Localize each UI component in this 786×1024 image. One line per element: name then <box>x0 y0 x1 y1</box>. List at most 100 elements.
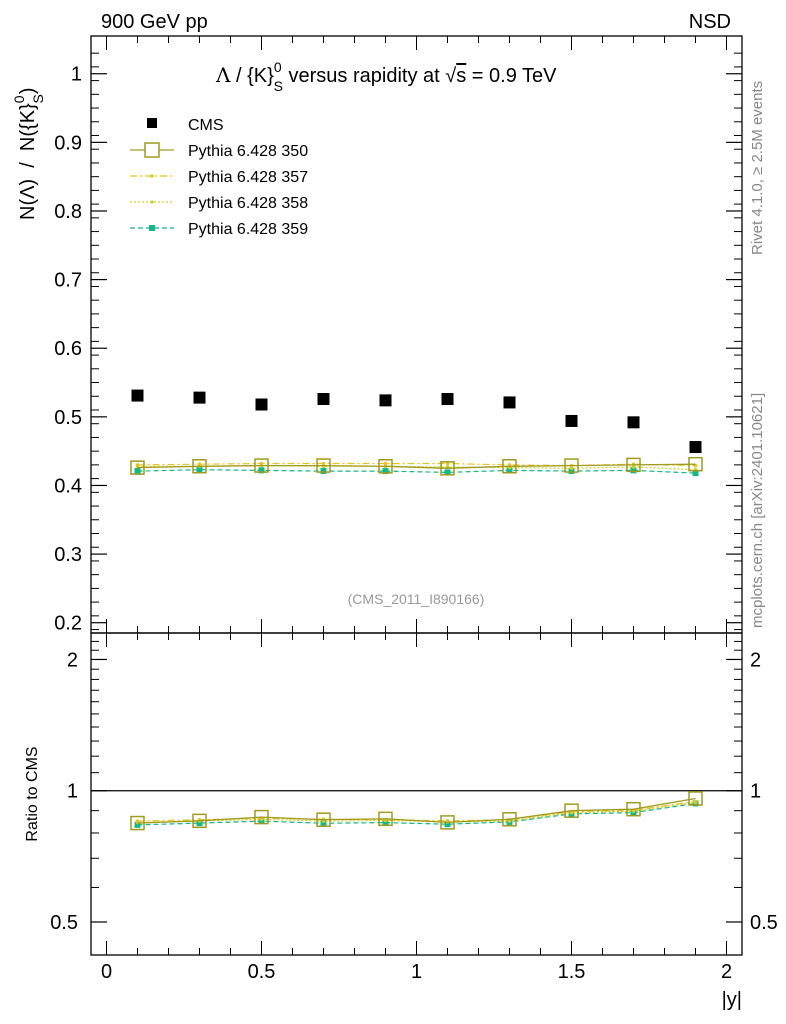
ratio-point-pythia-6428-359 <box>134 821 141 828</box>
main-point-cms <box>503 396 516 409</box>
x-tick-label: 0.5 <box>248 961 276 983</box>
title-sub: S <box>274 78 283 94</box>
title-slash: / {K} <box>230 65 274 87</box>
ratio-point-pythia-6428-350 <box>130 815 145 831</box>
main-y-axis: 0.2 0.3 0.4 0.5 0.6 0.7 0.8 0.9 1 <box>54 52 742 635</box>
main-point-pythia-6428-357 <box>259 461 264 466</box>
ylabel-close: ) <box>17 87 39 94</box>
main-y-label: N(Λ) / N({K}0 S) <box>11 87 46 220</box>
ratio-y-tick-label: 2 <box>67 649 78 671</box>
legend-label-359: Pythia 6.428 359 <box>188 221 308 238</box>
main-point-cms <box>255 398 268 411</box>
main-point-cms <box>193 391 206 404</box>
ratio-y-tick-label-right: 0.5 <box>750 912 778 934</box>
ratio-y-axis: 0.5 0.5 1 1 2 2 <box>50 640 778 934</box>
main-point-pythia-6428-357 <box>445 461 450 466</box>
main-point-cms <box>441 393 454 406</box>
legend-marker-358 <box>150 200 154 204</box>
analysis-watermark: (CMS_2011_I890166) <box>348 591 485 607</box>
header-right: NSD <box>689 11 731 33</box>
main-point-pythia-6428-359 <box>506 467 513 474</box>
title-lambda: Λ <box>215 63 231 87</box>
legend-label-357: Pythia 6.428 357 <box>188 169 308 186</box>
main-point-pythia-6428-350 <box>626 457 641 473</box>
x-tick-label: 2 <box>721 961 732 983</box>
main-series-group <box>130 389 703 477</box>
x-axis-label: |y| <box>722 989 742 1011</box>
main-point-pythia-6428-359 <box>134 468 141 475</box>
main-point-cms <box>627 416 640 429</box>
main-y-tick-label: 0.2 <box>54 613 82 635</box>
main-point-pythia-6428-359 <box>630 467 637 474</box>
main-y-tick-label: 0.3 <box>54 544 82 566</box>
side-label-bottom: mcplots.cern.ch [arXiv:2401.10621] <box>749 393 766 628</box>
ylabel-sup: 0 <box>11 95 27 103</box>
ratio-point-pythia-6428-350 <box>688 791 703 806</box>
ratio-point-pythia-6428-350 <box>316 812 331 827</box>
main-point-pythia-6428-350 <box>564 458 579 473</box>
main-point-pythia-6428-350 <box>130 460 145 475</box>
main-point-pythia-6428-359 <box>568 468 575 475</box>
legend-marker-359 <box>149 225 155 231</box>
main-point-pythia-6428-357 <box>135 463 140 467</box>
main-point-cms <box>379 394 392 407</box>
ylabel-sub: S <box>30 94 46 103</box>
main-point-pythia-6428-359 <box>692 470 699 477</box>
main-x-ticks <box>106 36 727 633</box>
ratio-line-pythia-6428-359 <box>137 802 696 826</box>
main-point-pythia-6428-350 <box>502 459 517 474</box>
main-y-tick-label: 0.8 <box>54 201 82 223</box>
ratio-point-pythia-6428-357 <box>135 819 140 823</box>
main-y-tick-label: 0.9 <box>54 132 82 154</box>
main-point-cms <box>689 441 702 454</box>
ratio-line-pythia-6428-357 <box>137 800 696 822</box>
ratio-point-pythia-6428-350 <box>254 809 269 825</box>
ratio-line-pythia-6428-350 <box>137 797 696 824</box>
main-point-pythia-6428-359 <box>320 468 327 475</box>
main-point-pythia-6428-358 <box>569 466 574 471</box>
main-panel: 0.20.30.40.50.60.70.80.91 Λ / {K}0 S vers… <box>11 35 743 635</box>
x-tick-label: 1 <box>411 961 422 983</box>
title-s: s <box>456 65 466 87</box>
legend: CMS Pythia 6.428 350 Pythia 6.428 357 Py… <box>130 117 308 238</box>
ratio-y-label: Ratio to CMS <box>24 746 41 841</box>
ratio-point-pythia-6428-350 <box>564 803 579 818</box>
main-y-tick-label: 0.6 <box>54 338 82 360</box>
main-point-pythia-6428-357 <box>321 461 326 466</box>
main-point-pythia-6428-350 <box>192 459 207 474</box>
ylabel-main: N(Λ) / N({K} <box>17 103 39 220</box>
ratio-point-pythia-6428-350 <box>440 815 455 830</box>
main-line-pythia-6428-359 <box>137 469 696 474</box>
ratio-point-pythia-6428-359 <box>196 820 203 827</box>
ratio-point-pythia-6428-357 <box>693 799 698 804</box>
legend-label-350: Pythia 6.428 350 <box>188 143 308 160</box>
main-point-pythia-6428-350 <box>688 456 703 472</box>
ratio-series-group <box>130 791 703 831</box>
main-point-pythia-6428-359 <box>196 466 203 473</box>
legend-marker-357 <box>150 174 154 178</box>
main-point-pythia-6428-359 <box>258 467 265 474</box>
main-y-tick-label: 0.4 <box>54 475 82 497</box>
ratio-point-pythia-6428-359 <box>382 819 389 826</box>
main-point-pythia-6428-350 <box>378 459 393 474</box>
legend-label-cms: CMS <box>188 117 224 134</box>
main-y-tick-label: 0.5 <box>54 407 82 429</box>
main-point-cms <box>565 414 578 427</box>
title-energy: = 0.9 TeV <box>466 65 557 87</box>
main-point-pythia-6428-357 <box>383 461 388 466</box>
title-sqrt: √ <box>445 65 456 87</box>
main-point-pythia-6428-350 <box>254 458 269 473</box>
ratio-point-pythia-6428-350 <box>626 801 641 817</box>
x-tick-label: 1.5 <box>558 961 586 983</box>
main-line-pythia-6428-350 <box>137 463 696 469</box>
chart-title: Λ / {K}0 S versus rapidity at √s = 0.9 Te… <box>215 59 557 94</box>
title-sup: 0 <box>274 59 282 75</box>
main-point-pythia-6428-359 <box>382 468 389 475</box>
ratio-y-tick-label-right: 1 <box>750 781 761 803</box>
main-point-pythia-6428-350 <box>440 461 455 476</box>
ratio-line-pythia-6428-358 <box>137 801 696 823</box>
ratio-point-pythia-6428-350 <box>378 811 393 827</box>
main-point-cms <box>131 389 144 402</box>
ratio-y-tick-label: 1 <box>67 781 78 803</box>
